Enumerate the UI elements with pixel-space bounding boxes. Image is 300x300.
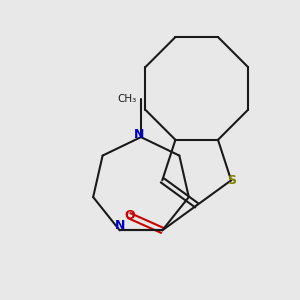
Text: S: S <box>226 174 236 187</box>
Text: N: N <box>115 219 125 232</box>
Text: CH₃: CH₃ <box>118 94 137 104</box>
Text: O: O <box>124 209 134 222</box>
Text: N: N <box>134 128 144 142</box>
